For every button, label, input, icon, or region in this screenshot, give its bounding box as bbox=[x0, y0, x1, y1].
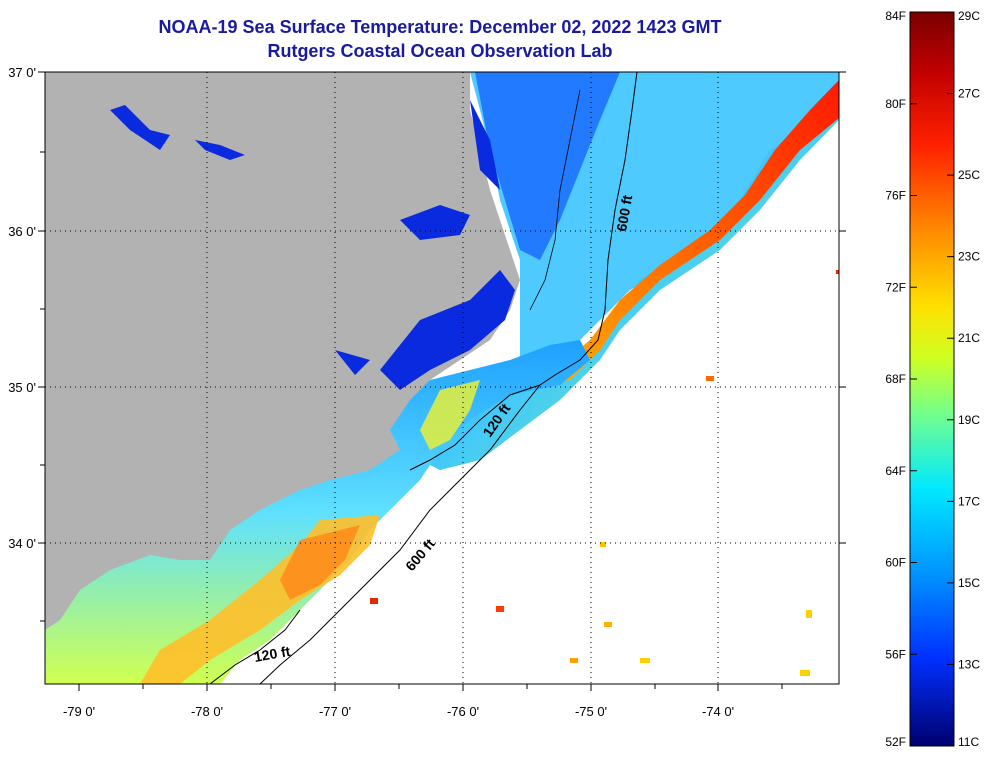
c-label: 23C bbox=[958, 250, 980, 264]
contour-600ft-north bbox=[539, 71, 638, 386]
map-frame bbox=[44, 71, 840, 685]
c-label: 13C bbox=[958, 657, 980, 671]
gulf-stream bbox=[545, 80, 839, 385]
c-label: 17C bbox=[958, 494, 980, 508]
color-scale-bar bbox=[909, 11, 955, 747]
f-label: 72F bbox=[885, 280, 906, 294]
land bbox=[45, 72, 520, 630]
lon-label-74: -74 0' bbox=[702, 704, 734, 719]
contour-label-600ft-north: 600 ft bbox=[613, 193, 635, 232]
graticule bbox=[45, 72, 839, 684]
lon-label-76: -76 0' bbox=[447, 704, 479, 719]
f-label: 56F bbox=[885, 647, 906, 661]
f-label: 84F bbox=[885, 9, 906, 23]
sst-map: 600 ft 120 ft 600 ft 120 ft 37 0' 36 0' … bbox=[8, 65, 846, 719]
c-label: 25C bbox=[958, 168, 980, 182]
f-label: 60F bbox=[885, 556, 906, 570]
c-label: 11C bbox=[958, 735, 979, 749]
contour-label-120ft-south: 120 ft bbox=[253, 643, 292, 665]
pamlico-sound bbox=[380, 270, 515, 390]
f-label: 76F bbox=[885, 189, 906, 203]
lat-label-37: 37 0' bbox=[8, 65, 36, 80]
map-title: NOAA-19 Sea Surface Temperature: Decembe… bbox=[158, 17, 722, 37]
lon-label-77: -77 0' bbox=[319, 704, 351, 719]
lat-label-36: 36 0' bbox=[8, 224, 36, 239]
c-label: 19C bbox=[958, 413, 980, 427]
contour-120ft bbox=[409, 384, 541, 471]
sea-north bbox=[420, 72, 839, 470]
lon-label-79: -79 0' bbox=[63, 704, 95, 719]
lat-label-34: 34 0' bbox=[8, 536, 36, 551]
contour-600ft-south bbox=[259, 384, 541, 685]
c-label: 29C bbox=[958, 9, 980, 23]
lon-label-78: -78 0' bbox=[191, 704, 223, 719]
lat-label-35: 35 0' bbox=[8, 380, 36, 395]
f-label: 52F bbox=[885, 735, 906, 749]
c-label: 15C bbox=[958, 576, 980, 590]
map-subtitle: Rutgers Coastal Ocean Observation Lab bbox=[267, 41, 613, 61]
contour-120ft-south bbox=[209, 609, 301, 685]
bathymetry-contours bbox=[209, 71, 638, 685]
f-label: 80F bbox=[885, 97, 906, 111]
f-label: 68F bbox=[885, 372, 906, 386]
c-label: 27C bbox=[958, 87, 980, 101]
f-label: 64F bbox=[885, 464, 906, 478]
c-label: 21C bbox=[958, 331, 980, 345]
lon-label-75: -75 0' bbox=[575, 704, 607, 719]
